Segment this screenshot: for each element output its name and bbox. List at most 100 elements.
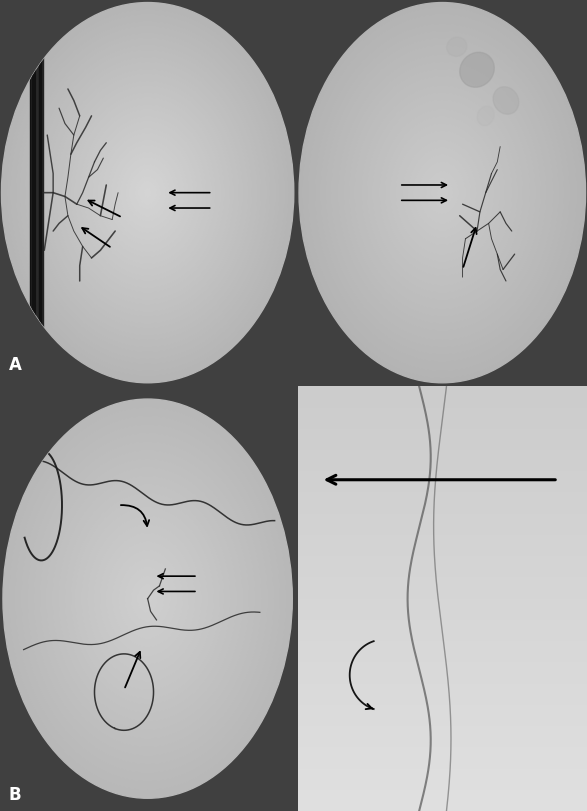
Circle shape	[129, 169, 166, 217]
Circle shape	[49, 65, 247, 322]
Ellipse shape	[57, 474, 238, 724]
Circle shape	[394, 129, 491, 258]
Circle shape	[328, 41, 557, 345]
Bar	[298, 483, 587, 493]
Circle shape	[319, 30, 566, 357]
Circle shape	[9, 13, 286, 374]
Ellipse shape	[104, 539, 191, 659]
Circle shape	[367, 94, 518, 293]
Circle shape	[65, 87, 230, 300]
Circle shape	[378, 108, 507, 279]
Circle shape	[58, 77, 237, 310]
Circle shape	[98, 129, 197, 258]
Circle shape	[396, 131, 489, 255]
Circle shape	[144, 189, 151, 198]
Circle shape	[20, 28, 275, 359]
Circle shape	[406, 146, 478, 241]
Bar	[298, 652, 587, 663]
Circle shape	[399, 136, 485, 251]
Circle shape	[301, 6, 583, 381]
Circle shape	[321, 32, 564, 355]
Ellipse shape	[477, 107, 494, 127]
Circle shape	[7, 11, 288, 376]
Circle shape	[82, 108, 214, 279]
Circle shape	[137, 179, 158, 208]
Circle shape	[380, 110, 505, 277]
Circle shape	[14, 20, 281, 367]
Bar	[298, 461, 587, 472]
Circle shape	[417, 161, 467, 226]
Ellipse shape	[53, 468, 242, 730]
Circle shape	[89, 118, 206, 269]
Circle shape	[96, 127, 199, 260]
Circle shape	[29, 39, 266, 348]
Circle shape	[78, 103, 217, 284]
Circle shape	[351, 72, 534, 315]
Circle shape	[106, 139, 190, 248]
Circle shape	[76, 101, 219, 286]
Bar	[298, 694, 587, 705]
Circle shape	[43, 58, 252, 328]
Circle shape	[93, 122, 203, 264]
Circle shape	[69, 92, 226, 295]
Circle shape	[430, 177, 455, 210]
Circle shape	[363, 89, 521, 298]
Bar	[298, 769, 587, 779]
Ellipse shape	[86, 513, 210, 684]
Circle shape	[342, 61, 542, 326]
Ellipse shape	[7, 406, 288, 792]
Ellipse shape	[90, 519, 205, 679]
Circle shape	[375, 103, 510, 284]
Ellipse shape	[106, 542, 189, 656]
Ellipse shape	[131, 576, 164, 622]
Circle shape	[38, 51, 257, 336]
Ellipse shape	[15, 417, 280, 781]
Circle shape	[369, 97, 516, 290]
Circle shape	[102, 134, 193, 253]
Polygon shape	[31, 32, 43, 339]
Text: A: A	[9, 356, 22, 374]
Bar	[298, 736, 587, 748]
Circle shape	[124, 162, 171, 225]
Ellipse shape	[94, 525, 201, 673]
Bar	[298, 599, 587, 610]
Circle shape	[360, 84, 525, 303]
Ellipse shape	[9, 408, 286, 790]
Circle shape	[412, 153, 473, 234]
Circle shape	[35, 46, 261, 341]
Circle shape	[387, 120, 498, 267]
Ellipse shape	[87, 517, 208, 681]
Circle shape	[373, 101, 512, 286]
Circle shape	[340, 58, 544, 328]
Ellipse shape	[77, 502, 218, 696]
Bar	[298, 684, 587, 694]
Circle shape	[91, 120, 204, 267]
Circle shape	[109, 144, 186, 243]
Ellipse shape	[127, 570, 168, 628]
Ellipse shape	[121, 562, 174, 636]
Circle shape	[355, 77, 530, 310]
Bar	[298, 748, 587, 758]
Circle shape	[31, 41, 265, 345]
Bar	[298, 450, 587, 461]
Ellipse shape	[67, 488, 228, 710]
Ellipse shape	[133, 579, 162, 619]
Bar	[298, 397, 587, 408]
Circle shape	[349, 70, 535, 317]
Circle shape	[416, 158, 469, 229]
Circle shape	[86, 113, 210, 274]
Circle shape	[389, 122, 496, 264]
Circle shape	[370, 98, 514, 289]
Circle shape	[419, 162, 465, 225]
Bar	[298, 387, 587, 397]
Circle shape	[426, 172, 458, 215]
Bar	[298, 440, 587, 450]
Circle shape	[95, 125, 201, 262]
Circle shape	[424, 169, 460, 217]
Bar	[298, 493, 587, 504]
Ellipse shape	[137, 585, 158, 613]
Ellipse shape	[109, 545, 187, 653]
Circle shape	[60, 79, 235, 307]
Circle shape	[51, 67, 244, 320]
Ellipse shape	[114, 553, 181, 645]
